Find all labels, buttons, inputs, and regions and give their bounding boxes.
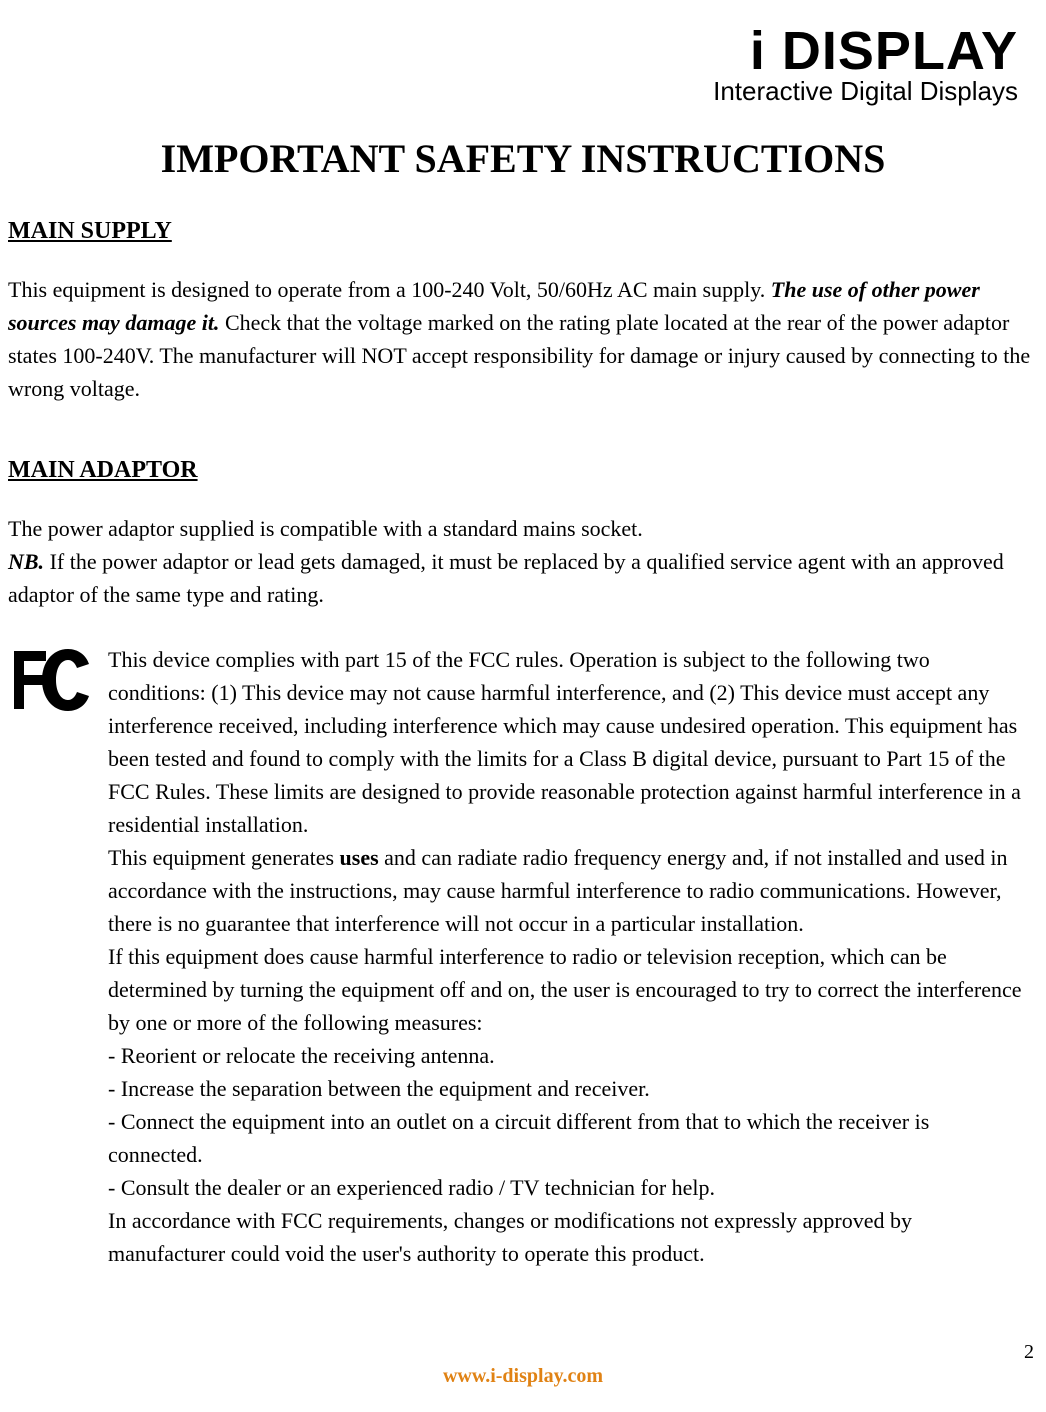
fcc-p4: In accordance with FCC requirements, cha…	[108, 1204, 1028, 1270]
page-title: IMPORTANT SAFETY INSTRUCTIONS	[8, 135, 1038, 182]
fcc-p3: If this equipment does cause harmful int…	[108, 940, 1028, 1039]
header-logo: i DISPLAY Interactive Digital Displays	[8, 20, 1038, 107]
fcc-block: This device complies with part 15 of the…	[8, 643, 1038, 1270]
main-supply-heading: MAIN SUPPLY	[8, 218, 1038, 245]
fcc-p2: This equipment generates uses and can ra…	[108, 841, 1028, 940]
fcc-text: This device complies with part 15 of the…	[108, 643, 1038, 1270]
fcc-b3: - Connect the equipment into an outlet o…	[108, 1105, 1028, 1171]
main-supply-text-a: This equipment is designed to operate fr…	[8, 277, 771, 302]
page-number: 2	[1024, 1341, 1034, 1364]
footer-url: www.i-display.com	[443, 1365, 603, 1387]
fcc-b2: - Increase the separation between the eq…	[108, 1072, 1028, 1105]
main-adaptor-heading: MAIN ADAPTOR	[8, 457, 1038, 484]
main-supply-paragraph: This equipment is designed to operate fr…	[8, 273, 1038, 405]
fcc-p2-a: This equipment generates	[108, 845, 340, 870]
fcc-b1: - Reorient or relocate the receiving ant…	[108, 1039, 1028, 1072]
footer: www.i-display.com	[0, 1365, 1046, 1388]
fcc-p1: This device complies with part 15 of the…	[108, 643, 1028, 841]
fcc-icon	[12, 649, 90, 716]
fcc-b4: - Consult the dealer or an experienced r…	[108, 1171, 1028, 1204]
fcc-p2-b: uses	[340, 845, 379, 870]
main-adaptor-p2: If the power adaptor or lead gets damage…	[8, 549, 1004, 607]
logo-sub-text: Interactive Digital Displays	[8, 76, 1018, 107]
main-adaptor-nb: NB.	[8, 549, 44, 574]
main-adaptor-p1: The power adaptor supplied is compatible…	[8, 516, 643, 541]
logo-main-text: i DISPLAY	[8, 20, 1018, 82]
main-adaptor-paragraph: The power adaptor supplied is compatible…	[8, 512, 1038, 611]
